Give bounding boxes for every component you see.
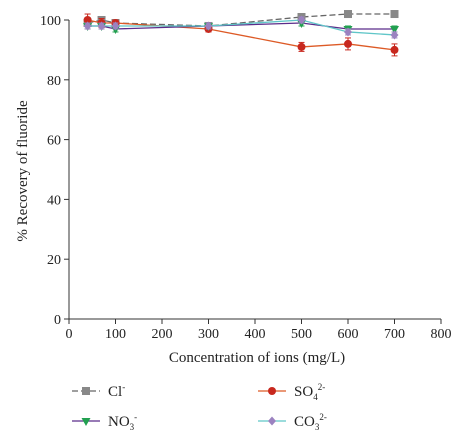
series-circle <box>83 13 399 57</box>
x-tick-label: 700 <box>384 327 405 342</box>
data-point <box>83 16 92 24</box>
x-axis-title: Concentration of ions (mg/L) <box>169 350 345 366</box>
series-layer <box>83 10 399 57</box>
legend: Cl- SO42- NO3- CO32- <box>72 382 327 432</box>
y-axis-title: % Recovery of fluoride <box>15 100 31 242</box>
x-tick-label: 100 <box>105 327 126 342</box>
x-tick-label: 800 <box>431 327 452 342</box>
x-tick-label: 400 <box>245 327 266 342</box>
data-point <box>344 39 352 48</box>
data-point <box>204 21 213 31</box>
data-point <box>390 30 399 40</box>
y-axis: 0 20 40 60 80 100 <box>40 14 70 328</box>
legend-item-triangle-down: NO3- <box>72 412 137 432</box>
y-tick-label: 0 <box>54 313 61 328</box>
x-tick-label: 500 <box>291 327 312 342</box>
y-tick-label: 20 <box>47 253 61 268</box>
data-point <box>390 25 399 34</box>
legend-label: SO42- <box>294 382 325 402</box>
data-point <box>344 10 352 19</box>
data-point <box>390 45 399 54</box>
x-axis: 0 100 200 300 400 500 600 700 800 <box>66 318 452 342</box>
data-point <box>297 15 306 25</box>
diamond-legend-marker <box>268 416 276 426</box>
legend-item-circle: SO42- <box>258 382 325 402</box>
legend-item-diamond: CO32- <box>258 412 327 432</box>
data-point <box>297 42 306 51</box>
x-tick-label: 200 <box>152 327 173 342</box>
y-tick-label: 100 <box>40 14 61 29</box>
series-diamond <box>83 15 399 40</box>
data-point <box>97 21 106 31</box>
square-legend-marker <box>82 387 90 395</box>
data-point <box>111 21 120 31</box>
legend-label: Cl- <box>108 382 125 400</box>
data-point <box>344 27 352 37</box>
x-tick-label: 0 <box>66 327 73 342</box>
y-tick-label: 80 <box>47 74 61 89</box>
legend-item-square: Cl- <box>72 382 125 400</box>
x-tick-label: 600 <box>338 327 359 342</box>
legend-label: CO32- <box>294 412 327 432</box>
data-point <box>390 10 399 19</box>
y-tick-label: 60 <box>47 134 61 149</box>
x-tick-label: 300 <box>198 327 219 342</box>
data-point <box>83 21 92 31</box>
circle-legend-marker <box>268 387 276 395</box>
y-tick-label: 40 <box>47 193 61 208</box>
triangle-down-legend-marker <box>81 418 91 426</box>
legend-label: NO3- <box>108 412 137 432</box>
